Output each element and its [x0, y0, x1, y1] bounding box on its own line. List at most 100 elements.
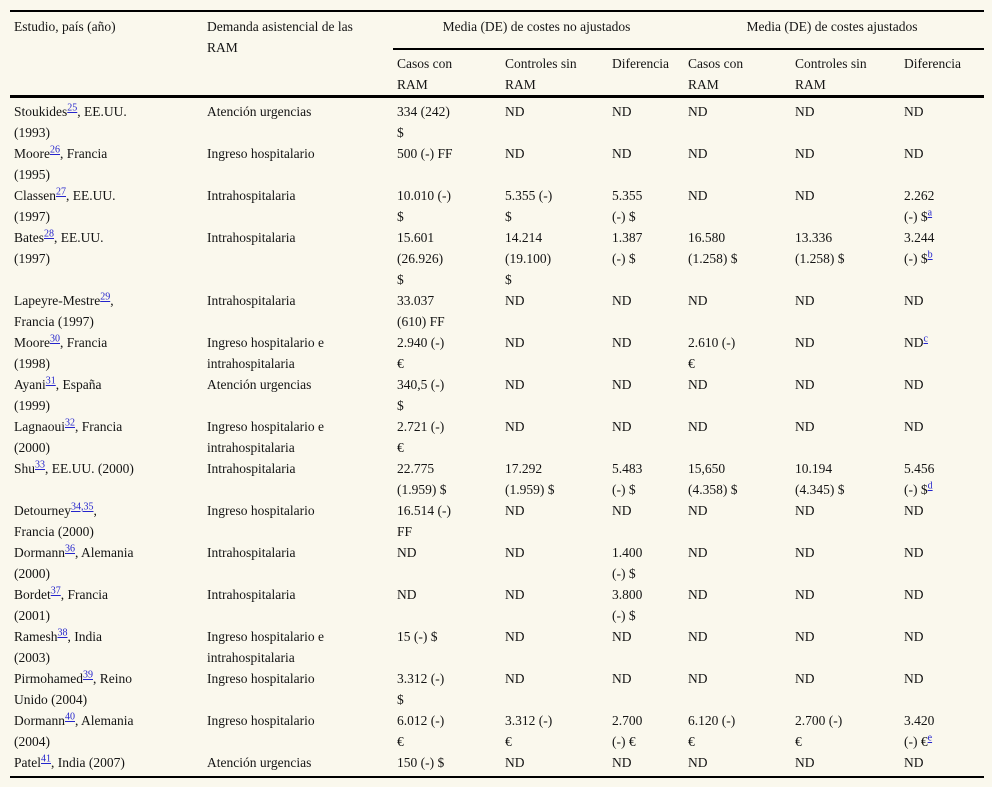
value-cell: 10.010 (-) $ — [393, 185, 501, 227]
value-cell: ND — [791, 416, 900, 458]
cost-value: 340,5 (-) $ — [397, 377, 445, 413]
header-row-subcolumns: Casos con RAM Controles sin RAM Diferenc… — [10, 49, 984, 98]
reference-link[interactable]: 34,35 — [70, 501, 94, 513]
cost-value: 2.700 (-) € — [795, 713, 843, 749]
cost-value: ND — [505, 629, 525, 644]
study-rest: , India (2007) — [51, 755, 125, 770]
value-cell: 16.580 (1.258) $ — [684, 227, 791, 290]
demand-cell: Atención urgencias — [207, 755, 312, 770]
demand-cell: Ingreso hospitalario e intrahospitalaria — [207, 335, 324, 371]
reference-link[interactable]: 33 — [35, 459, 46, 471]
reference-link[interactable]: 41 — [41, 753, 51, 765]
footnote-link[interactable]: a — [927, 207, 933, 219]
study-name: Moore — [14, 335, 50, 350]
value-cell: 5.355 (-) $ — [608, 185, 684, 227]
reference-superscript: 38 — [58, 628, 68, 639]
study-cell: Bordet37, Francia (2001) — [10, 584, 203, 626]
reference-link[interactable]: 30 — [50, 333, 60, 345]
demand-cell: Intrahospitalaria — [207, 293, 296, 308]
demand-cell: Intrahospitalaria — [207, 461, 296, 476]
study-rest: , España (1999) — [14, 377, 102, 413]
cost-value: ND — [795, 587, 815, 602]
study-name: Ramesh — [14, 629, 58, 644]
value-cell: ND — [608, 143, 684, 185]
reference-link[interactable]: 25 — [67, 102, 78, 114]
reference-superscript: 26 — [50, 145, 60, 156]
cost-value: 3.420 (-) € — [904, 713, 935, 749]
table-row: Stoukides25, EE.UU. (1993) Atención urge… — [10, 97, 984, 144]
reference-link[interactable]: 37 — [50, 585, 61, 597]
study-rest: , Francia (1998) — [14, 335, 108, 371]
cost-value: ND — [612, 671, 632, 686]
subheader-cases-adjusted: Casos con RAM — [684, 49, 791, 98]
study-name: Pirmohamed — [14, 671, 83, 686]
cost-value: ND — [612, 335, 632, 350]
cost-value: 3.244 (-) $ — [904, 230, 935, 266]
value-cell: 3.420 (-) €e — [900, 710, 984, 752]
value-cell: 13.336 (1.258) $ — [791, 227, 900, 290]
reference-link[interactable]: 38 — [57, 627, 68, 639]
value-cell: ND — [791, 752, 900, 777]
reference-link[interactable]: 28 — [44, 228, 54, 240]
reference-link[interactable]: 31 — [45, 375, 56, 387]
value-cell: 10.194 (4.345) $ — [791, 458, 900, 500]
table-row: Moore30, Francia (1998) Ingreso hospital… — [10, 332, 984, 374]
reference-link[interactable]: 36 — [65, 543, 75, 555]
value-cell: ND — [608, 626, 684, 668]
cost-value: ND — [612, 293, 632, 308]
demand-cell: Ingreso hospitalario — [207, 503, 315, 518]
cost-value: 5.355 (-) $ — [505, 188, 553, 224]
cost-value: 22.775 (1.959) $ — [397, 461, 447, 497]
value-cell: 500 (-) FF — [393, 143, 501, 185]
reference-superscript: 36 — [65, 544, 75, 555]
reference-link[interactable]: 29 — [100, 291, 111, 303]
value-cell: 2.940 (-) € — [393, 332, 501, 374]
cost-value: 33.037 (610) FF — [397, 293, 445, 329]
value-cell: ND — [900, 374, 984, 416]
value-cell: ND — [501, 542, 608, 584]
value-cell: ND — [791, 584, 900, 626]
cost-value: 6.120 (-) € — [688, 713, 736, 749]
value-cell: ND — [684, 97, 791, 144]
value-cell: 2.262 (-) $a — [900, 185, 984, 227]
footnote-superscript: a — [928, 208, 932, 219]
value-cell: ND — [608, 374, 684, 416]
cost-value: 500 (-) FF — [397, 146, 453, 161]
footnote-link[interactable]: e — [927, 732, 933, 744]
study-rest: , Francia (1995) — [14, 146, 108, 182]
reference-link[interactable]: 27 — [56, 186, 66, 198]
cost-value: 5.483 (-) $ — [612, 461, 643, 497]
table-row: Patel41, India (2007) Atención urgencias… — [10, 752, 984, 777]
study-name: Shu — [14, 461, 36, 476]
footnote-link[interactable]: b — [927, 249, 933, 261]
reference-superscript: 40 — [65, 712, 75, 723]
value-cell: 5.483 (-) $ — [608, 458, 684, 500]
cost-value: ND — [505, 335, 525, 350]
study-name: Lapeyre-Mestre — [14, 293, 101, 308]
demand-cell: Ingreso hospitalario e intrahospitalaria — [207, 419, 324, 455]
value-cell: 15.601 (26.926) $ — [393, 227, 501, 290]
value-cell: 1.400 (-) $ — [608, 542, 684, 584]
cost-value: ND — [612, 377, 632, 392]
footnote-link[interactable]: d — [927, 480, 933, 492]
cost-value: ND — [795, 188, 815, 203]
reference-link[interactable]: 39 — [83, 669, 93, 681]
cost-value: ND — [688, 146, 708, 161]
ram-costs-table: Estudio, país (año) Demanda asistencial … — [10, 10, 984, 778]
table-row: Pirmohamed39, Reino Unido (2004) Ingreso… — [10, 668, 984, 710]
footnote-link[interactable]: c — [923, 333, 928, 345]
reference-link[interactable]: 32 — [64, 417, 75, 429]
demand-cell: Intrahospitalaria — [207, 188, 296, 203]
cost-value: ND — [505, 545, 525, 560]
value-cell: ND — [501, 374, 608, 416]
cost-value: ND — [795, 293, 815, 308]
reference-link[interactable]: 40 — [65, 711, 75, 723]
cost-value: ND — [505, 377, 525, 392]
value-cell: 2.721 (-) € — [393, 416, 501, 458]
reference-link[interactable]: 26 — [50, 144, 60, 156]
value-cell: 2.700 (-) € — [608, 710, 684, 752]
value-cell: ND — [684, 752, 791, 777]
cost-value: ND — [904, 335, 924, 350]
study-rest: , EE.UU. (1993) — [14, 104, 127, 140]
demand-cell: Ingreso hospitalario — [207, 713, 315, 728]
